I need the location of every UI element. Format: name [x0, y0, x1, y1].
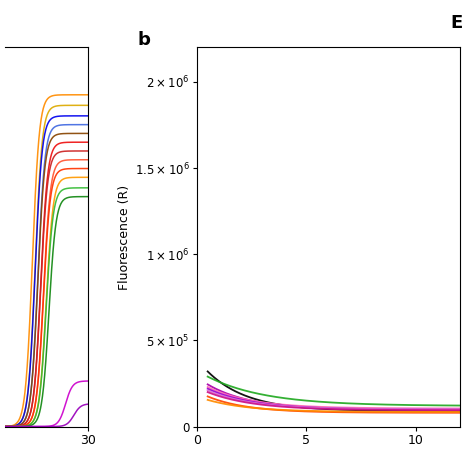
Text: b: b: [137, 31, 150, 49]
Text: E: E: [450, 14, 462, 32]
Y-axis label: Fluorescence (R): Fluorescence (R): [118, 184, 131, 290]
